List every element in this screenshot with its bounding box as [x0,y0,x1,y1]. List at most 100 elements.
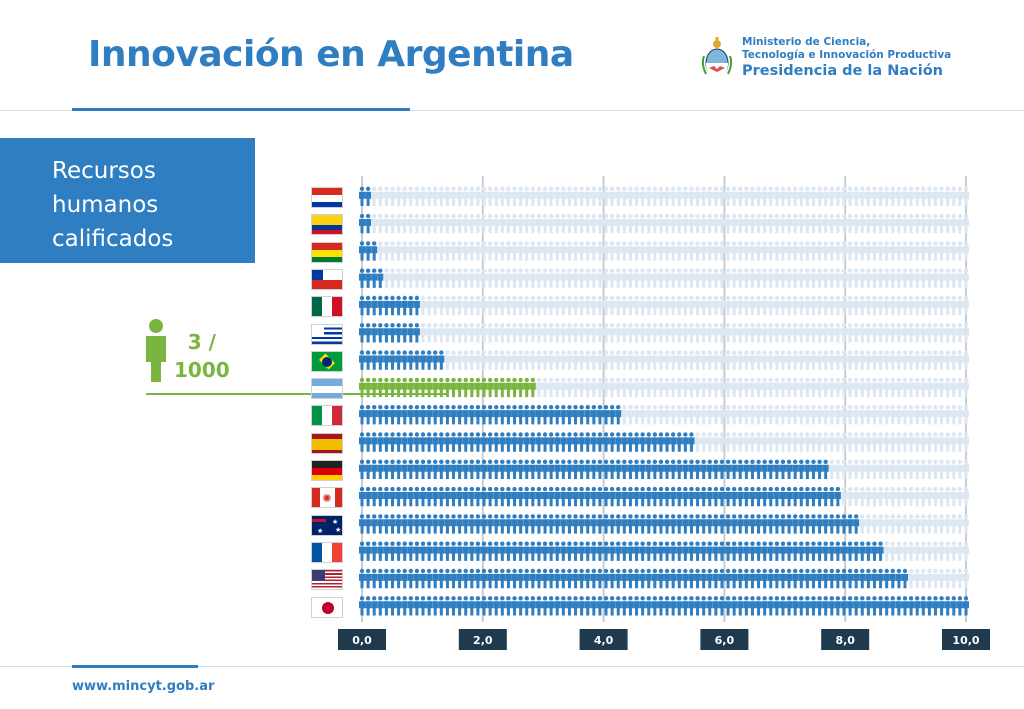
person-icon [633,213,640,234]
person-icon [383,186,390,206]
page-title: Innovación en Argentina [88,34,574,75]
person-icon [578,405,585,425]
person-icon [706,350,713,370]
person-icon [542,486,549,507]
person-icon [816,295,823,316]
person-icon [822,295,829,316]
person-icon [938,405,945,425]
person-icon [804,241,811,261]
person-icon [792,541,799,561]
person-icon [590,186,597,206]
person-icon [493,541,500,561]
callout-value-line: 3 / [187,330,216,354]
person-icon [426,241,433,261]
person-icon [676,213,683,234]
person-icon [712,350,719,370]
person-icon [529,459,536,479]
person-icon [810,213,817,234]
person-icon [859,514,866,534]
person-icon [633,323,640,343]
person-icon [877,514,884,534]
person-icon [401,405,408,425]
person-icon [566,241,573,261]
person-icon [755,377,762,398]
person-icon [834,377,841,398]
person-icon [603,459,610,479]
person-icon [474,295,481,316]
person-icon [761,486,768,507]
person-icon [743,213,750,234]
person-icon [487,186,494,206]
person-icon [950,568,957,589]
person-icon [462,323,469,343]
person-icon [657,514,664,534]
person-icon [718,514,725,534]
person-icon [749,596,756,616]
person-icon [603,432,610,452]
person-icon [786,459,793,479]
person-icon [706,541,713,561]
person-icon [731,350,738,370]
person-icon [883,268,890,288]
person-icon [474,568,481,589]
person-icon [474,323,481,343]
person-icon [554,241,561,261]
person-icon [767,568,774,589]
person-icon [737,295,744,316]
person-icon [615,241,622,261]
person-icon [499,323,506,343]
person-icon [932,323,939,343]
person-icon [731,186,738,206]
person-icon [481,241,488,261]
person-icon [682,596,689,616]
person-icon [847,377,854,398]
person-icon [529,213,536,234]
person-icon [834,596,841,616]
person-icon [395,596,402,616]
person-icon [645,568,652,589]
person-icon [596,186,603,206]
tick-label-bg [458,629,507,650]
person-icon [963,350,969,370]
person-icon [542,323,549,343]
person-icon [584,186,591,206]
person-icon [377,323,384,343]
person-icon [725,377,732,398]
person-icon [517,377,524,398]
person-icon [615,186,622,206]
person-icon [432,432,439,452]
person-icon [639,268,646,288]
person-icon [621,268,628,288]
person-icon [761,596,768,616]
person-icon [834,568,841,589]
person-icon [676,432,683,452]
person-icon [847,241,854,261]
person-icon [651,541,658,561]
person-icon [828,568,835,589]
person-icon [664,596,671,616]
person-icon [773,295,780,316]
person-icon [688,568,695,589]
person-icon [725,350,732,370]
person-icon [963,323,969,343]
person-icon [377,241,384,261]
person-icon [621,459,628,479]
person-icon [395,432,402,452]
person-icon [901,459,908,479]
person-icon [731,295,738,316]
person-icon [810,486,817,507]
person-icon [963,377,969,398]
person-icon [950,213,957,234]
person-icon [474,241,481,261]
person-icon [377,514,384,534]
bar [359,213,969,234]
person-icon [499,486,506,507]
person-icon [828,405,835,425]
person-icon [786,186,793,206]
person-icon [529,295,536,316]
person-icon [481,596,488,616]
person-icon [517,241,524,261]
person-icon [749,213,756,234]
person-icon [511,541,518,561]
person-icon [737,350,744,370]
